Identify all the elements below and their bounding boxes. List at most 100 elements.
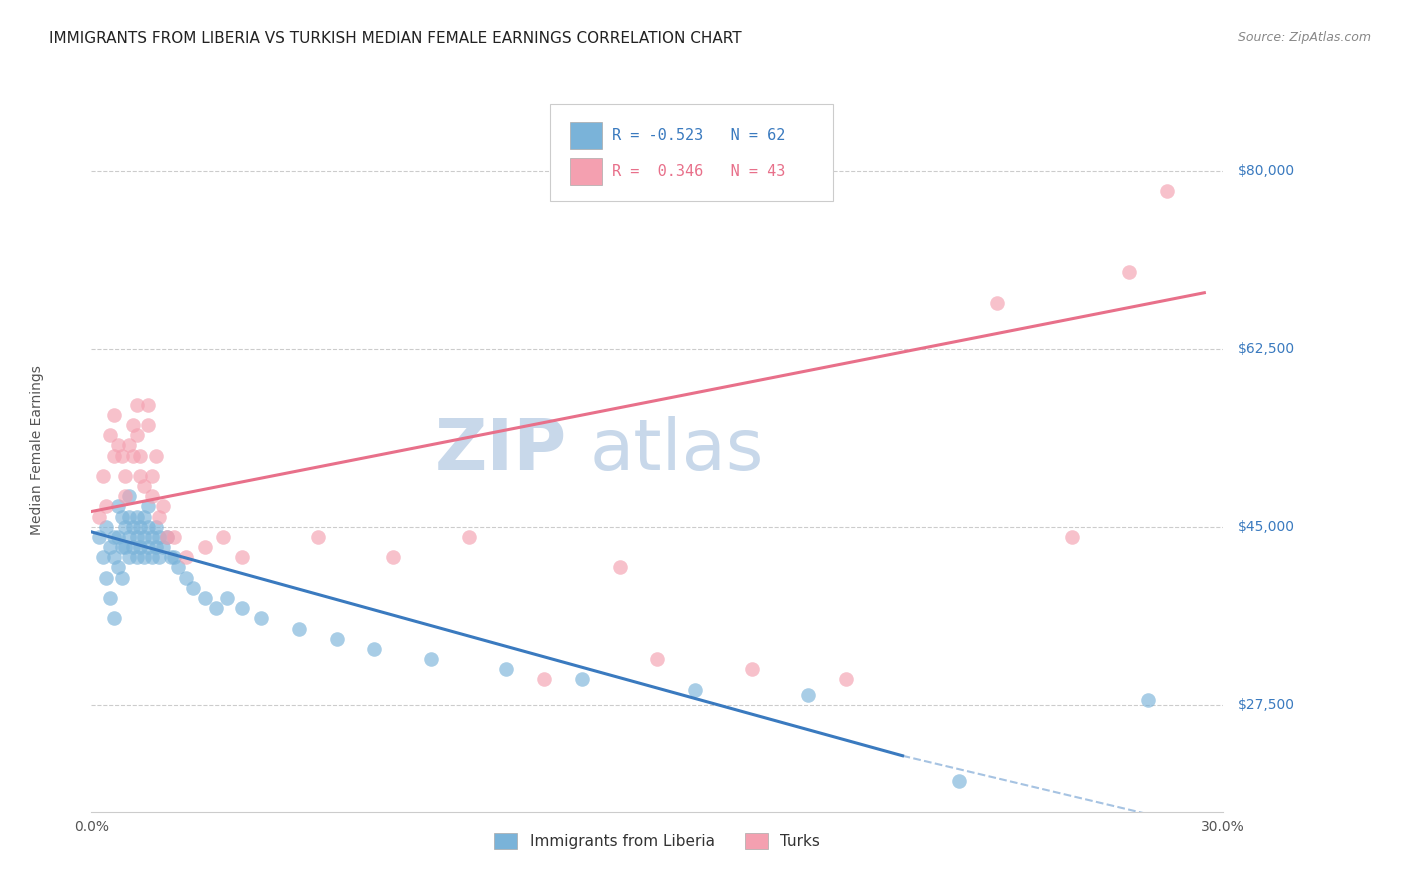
Point — [288, 622, 311, 636]
Point — [98, 428, 121, 442]
Point — [125, 530, 148, 544]
Text: $27,500: $27,500 — [1239, 698, 1295, 712]
Point — [645, 652, 668, 666]
Point — [129, 449, 152, 463]
Point — [103, 449, 125, 463]
Point — [382, 550, 405, 565]
Text: Median Female Earnings: Median Female Earnings — [30, 366, 44, 535]
Point — [571, 673, 593, 687]
Point — [495, 662, 517, 676]
Point — [103, 408, 125, 422]
Point — [114, 540, 136, 554]
Point — [145, 449, 167, 463]
Point — [419, 652, 441, 666]
Point — [98, 591, 121, 605]
Point — [103, 530, 125, 544]
Legend: Immigrants from Liberia, Turks: Immigrants from Liberia, Turks — [485, 824, 830, 858]
Point — [118, 530, 141, 544]
Point — [125, 428, 148, 442]
Point — [118, 509, 141, 524]
Point — [205, 601, 228, 615]
Point — [103, 611, 125, 625]
Point — [110, 509, 132, 524]
Point — [986, 296, 1008, 310]
Text: Source: ZipAtlas.com: Source: ZipAtlas.com — [1237, 31, 1371, 45]
Point — [212, 530, 235, 544]
Point — [152, 540, 174, 554]
FancyBboxPatch shape — [571, 158, 602, 186]
Point — [103, 550, 125, 565]
Point — [91, 469, 114, 483]
Text: $62,500: $62,500 — [1239, 342, 1295, 356]
Point — [457, 530, 479, 544]
Point — [231, 550, 253, 565]
Point — [136, 540, 159, 554]
Point — [141, 489, 163, 503]
Text: $45,000: $45,000 — [1239, 520, 1295, 533]
Point — [145, 540, 167, 554]
Point — [609, 560, 631, 574]
FancyBboxPatch shape — [571, 121, 602, 149]
Point — [193, 540, 217, 554]
Point — [136, 398, 159, 412]
Point — [797, 688, 820, 702]
Point — [110, 540, 132, 554]
Point — [136, 500, 159, 514]
Point — [683, 682, 706, 697]
Point — [156, 530, 179, 544]
Point — [134, 550, 156, 565]
Point — [134, 479, 156, 493]
Point — [110, 449, 132, 463]
Point — [122, 449, 145, 463]
Point — [1136, 693, 1159, 707]
Point — [107, 530, 129, 544]
Point — [134, 509, 156, 524]
Point — [163, 530, 186, 544]
Point — [129, 520, 152, 534]
Point — [141, 550, 163, 565]
Point — [1118, 265, 1140, 279]
Point — [114, 489, 136, 503]
Point — [533, 673, 555, 687]
Point — [118, 489, 141, 503]
Point — [107, 500, 129, 514]
Point — [1156, 184, 1178, 198]
Point — [307, 530, 329, 544]
Point — [948, 774, 970, 789]
Point — [118, 550, 141, 565]
Point — [193, 591, 217, 605]
Text: R = -0.523   N = 62: R = -0.523 N = 62 — [612, 128, 786, 143]
Point — [134, 530, 156, 544]
Point — [96, 500, 118, 514]
Text: $80,000: $80,000 — [1239, 163, 1295, 178]
Point — [91, 550, 114, 565]
Point — [107, 560, 129, 574]
Point — [250, 611, 273, 625]
Text: ZIP: ZIP — [434, 416, 567, 485]
Point — [741, 662, 763, 676]
Point — [96, 571, 118, 585]
Point — [325, 632, 347, 646]
Text: atlas: atlas — [589, 416, 763, 485]
Text: IMMIGRANTS FROM LIBERIA VS TURKISH MEDIAN FEMALE EARNINGS CORRELATION CHART: IMMIGRANTS FROM LIBERIA VS TURKISH MEDIA… — [49, 31, 742, 46]
FancyBboxPatch shape — [550, 103, 832, 202]
Point — [231, 601, 253, 615]
Point — [129, 540, 152, 554]
Point — [156, 530, 179, 544]
Point — [363, 641, 385, 656]
Point — [107, 438, 129, 452]
Point — [167, 560, 190, 574]
Point — [114, 520, 136, 534]
Point — [174, 571, 197, 585]
Point — [148, 550, 170, 565]
Point — [96, 520, 118, 534]
Point — [129, 469, 152, 483]
Point — [110, 571, 132, 585]
Point — [145, 520, 167, 534]
Point — [141, 530, 163, 544]
Point — [114, 469, 136, 483]
Point — [835, 673, 858, 687]
Point — [98, 540, 121, 554]
Point — [141, 469, 163, 483]
Point — [152, 500, 174, 514]
